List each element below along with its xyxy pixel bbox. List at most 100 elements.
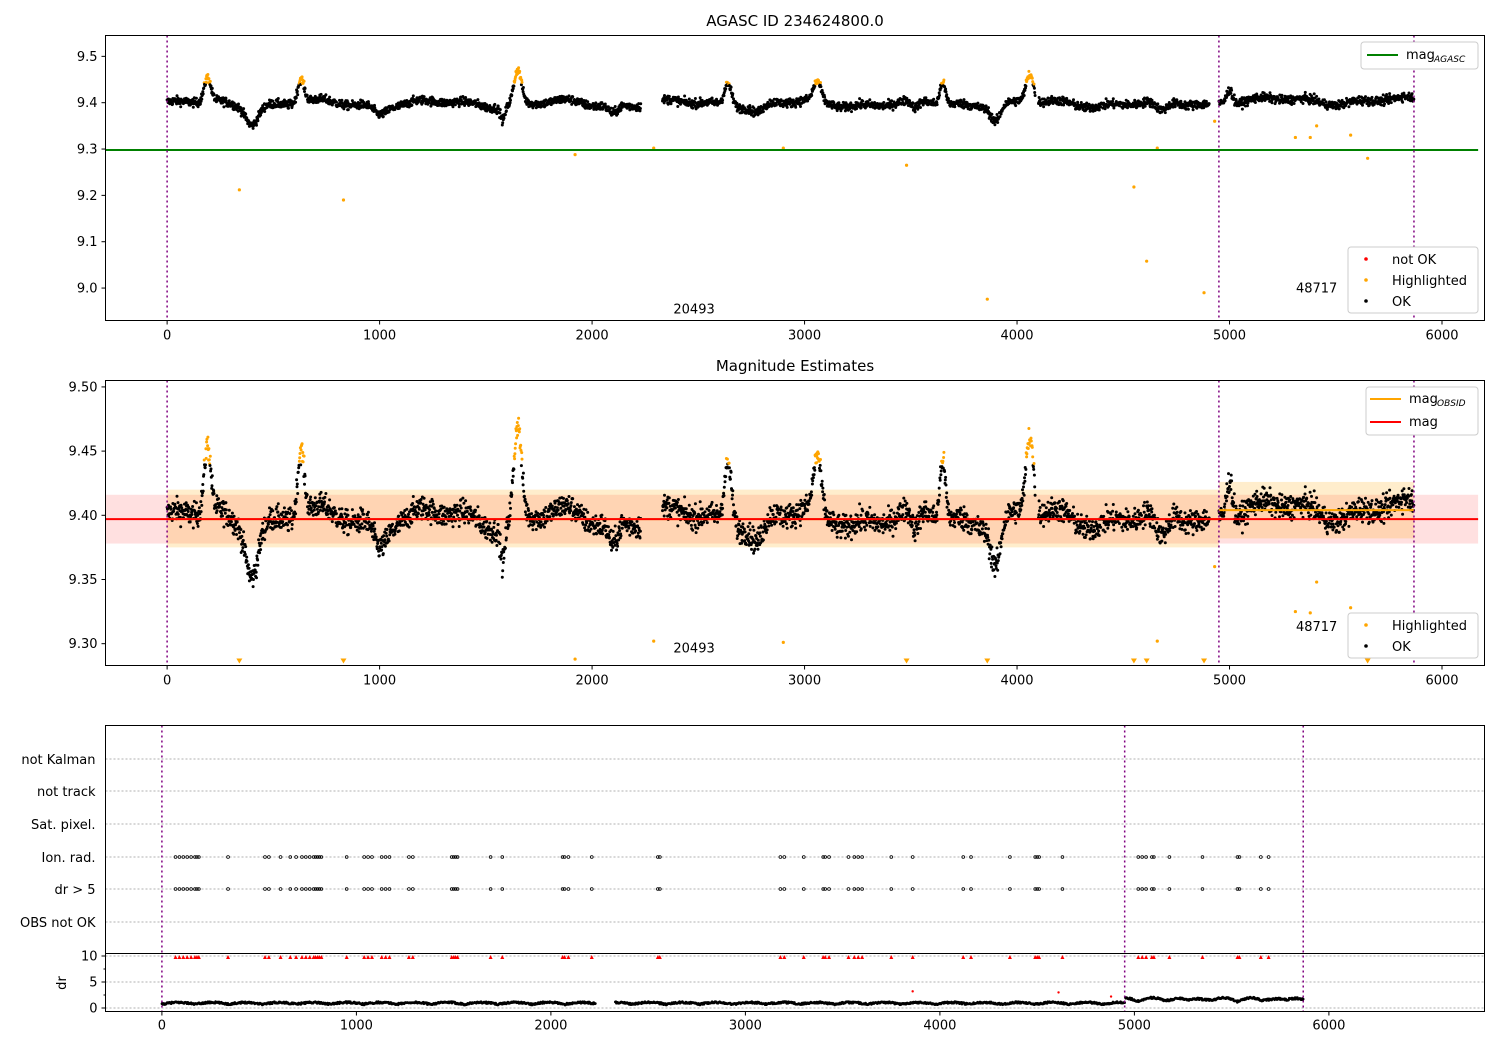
ok-point bbox=[232, 532, 236, 536]
ok-point bbox=[290, 527, 294, 531]
ok-point bbox=[239, 106, 243, 110]
ok-point bbox=[282, 506, 286, 510]
ok-point bbox=[865, 104, 869, 108]
highlighted-point bbox=[520, 451, 524, 455]
ok-point bbox=[204, 463, 207, 467]
ok-point bbox=[619, 534, 623, 538]
ok-point bbox=[1253, 101, 1257, 104]
ok-point bbox=[462, 501, 466, 505]
y-tick-label: 9.2 bbox=[77, 189, 98, 204]
ok-point bbox=[522, 489, 526, 493]
ok-point bbox=[294, 100, 298, 104]
ok-point bbox=[346, 108, 350, 112]
ok-point bbox=[303, 474, 307, 478]
ok-point bbox=[610, 548, 613, 552]
ok-point bbox=[1023, 88, 1027, 92]
ok-point bbox=[993, 123, 997, 127]
ok-point bbox=[1317, 97, 1321, 101]
ok-point bbox=[474, 99, 477, 103]
highlighted-point bbox=[297, 459, 301, 463]
highlighted-point bbox=[301, 460, 305, 464]
ok-point bbox=[567, 94, 571, 98]
ok-point bbox=[987, 106, 990, 110]
ok-point bbox=[511, 481, 514, 485]
ok-point bbox=[239, 528, 243, 531]
ok-point bbox=[1042, 105, 1046, 109]
ok-point bbox=[996, 121, 1000, 124]
ok-point bbox=[953, 105, 957, 109]
ok-point bbox=[334, 512, 338, 516]
ok-point bbox=[295, 478, 299, 482]
ok-point bbox=[945, 93, 949, 97]
panel-agasc-title: AGASC ID 234624800.0 bbox=[706, 12, 884, 30]
ok-point bbox=[502, 116, 506, 120]
ok-point bbox=[296, 93, 300, 97]
ok-point bbox=[309, 495, 313, 499]
ok-point bbox=[569, 509, 573, 513]
ok-point bbox=[191, 105, 195, 109]
ok-point bbox=[456, 513, 459, 517]
ok-point bbox=[201, 489, 205, 493]
ok-point bbox=[679, 102, 682, 106]
ok-point bbox=[1246, 104, 1249, 108]
ok-point bbox=[485, 536, 489, 540]
ok-point bbox=[567, 495, 571, 498]
ok-point bbox=[179, 525, 183, 529]
ok-point bbox=[586, 510, 590, 514]
ok-point bbox=[1186, 107, 1190, 111]
ok-point bbox=[221, 514, 224, 518]
panel-magnitude-estimates-title: Magnitude Estimates bbox=[716, 357, 874, 375]
ok-point bbox=[601, 532, 605, 536]
ok-point bbox=[492, 525, 496, 529]
ok-point bbox=[1227, 86, 1230, 90]
ok-point bbox=[281, 520, 285, 524]
ok-point bbox=[429, 104, 433, 108]
ok-point bbox=[235, 520, 239, 524]
ok-point bbox=[383, 544, 387, 548]
ok-point bbox=[242, 530, 246, 534]
ok-point bbox=[921, 103, 925, 107]
highlighted-outlier-point bbox=[1145, 259, 1149, 263]
ok-point bbox=[498, 532, 502, 536]
ok-point bbox=[200, 494, 204, 498]
ok-point bbox=[729, 85, 733, 89]
ok-point bbox=[198, 102, 202, 106]
ok-point bbox=[376, 110, 380, 114]
ok-point bbox=[1033, 94, 1037, 97]
ok-point bbox=[503, 113, 507, 117]
ok-point bbox=[199, 500, 203, 504]
ok-point bbox=[548, 515, 552, 519]
ok-point bbox=[1014, 104, 1018, 108]
ok-point bbox=[984, 104, 988, 108]
ok-point bbox=[194, 501, 198, 505]
ok-point bbox=[720, 101, 724, 105]
ok-point bbox=[303, 90, 306, 93]
ok-point bbox=[422, 496, 426, 500]
highlighted-point bbox=[300, 442, 304, 446]
ok-point bbox=[222, 105, 226, 109]
highlighted-point bbox=[514, 442, 518, 446]
legend-line-mag-agasc-subscript: AGASC bbox=[1433, 55, 1466, 65]
x-tick-label: 2000 bbox=[576, 329, 609, 344]
ok-point bbox=[411, 502, 415, 505]
ok-point bbox=[370, 527, 374, 531]
ok-point bbox=[271, 509, 275, 513]
highlighted-point bbox=[208, 79, 212, 83]
ok-point bbox=[1046, 96, 1050, 100]
ok-point bbox=[256, 119, 260, 123]
ok-point bbox=[222, 525, 226, 529]
ok-point bbox=[312, 508, 316, 512]
ok-point bbox=[924, 96, 928, 100]
ok-point bbox=[1232, 93, 1236, 97]
ok-point bbox=[861, 99, 865, 103]
ok-point bbox=[407, 525, 411, 529]
ok-point bbox=[493, 102, 497, 106]
ok-point bbox=[1062, 103, 1066, 107]
highlighted-point bbox=[819, 81, 822, 84]
ok-point bbox=[258, 551, 262, 555]
ok-point bbox=[813, 84, 817, 88]
ok-point bbox=[1383, 102, 1386, 106]
ok-point bbox=[200, 503, 204, 507]
ok-point bbox=[532, 522, 536, 526]
